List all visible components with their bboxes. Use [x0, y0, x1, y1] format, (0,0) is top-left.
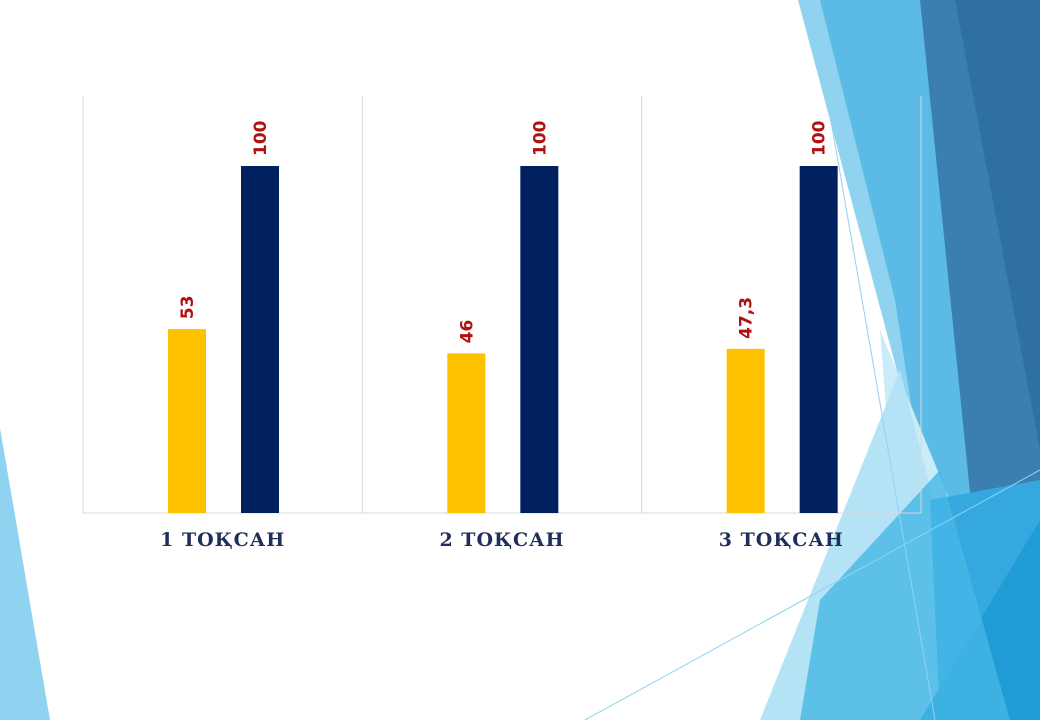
right-accent-shape — [800, 470, 1010, 720]
data-label: 46 — [457, 320, 477, 344]
category-label: 1 ТОҚСАН — [160, 529, 285, 551]
bar — [799, 166, 838, 513]
right-accent-shape — [955, 0, 1040, 450]
accent-line — [584, 469, 1040, 720]
data-label: 53 — [178, 295, 198, 319]
bar — [520, 166, 559, 513]
data-label: 100 — [251, 120, 271, 156]
bar — [726, 348, 765, 513]
data-label: 100 — [810, 120, 830, 156]
bar — [241, 166, 279, 513]
data-label: 100 — [530, 120, 550, 156]
accent-line — [809, 0, 936, 720]
category-label: 3 ТОҚСАН — [719, 529, 844, 551]
bar — [447, 353, 486, 513]
data-label: 47,3 — [737, 297, 757, 339]
category-label: 2 ТОҚСАН — [439, 529, 564, 551]
left-accent-shape — [0, 428, 50, 720]
bar — [168, 329, 206, 513]
